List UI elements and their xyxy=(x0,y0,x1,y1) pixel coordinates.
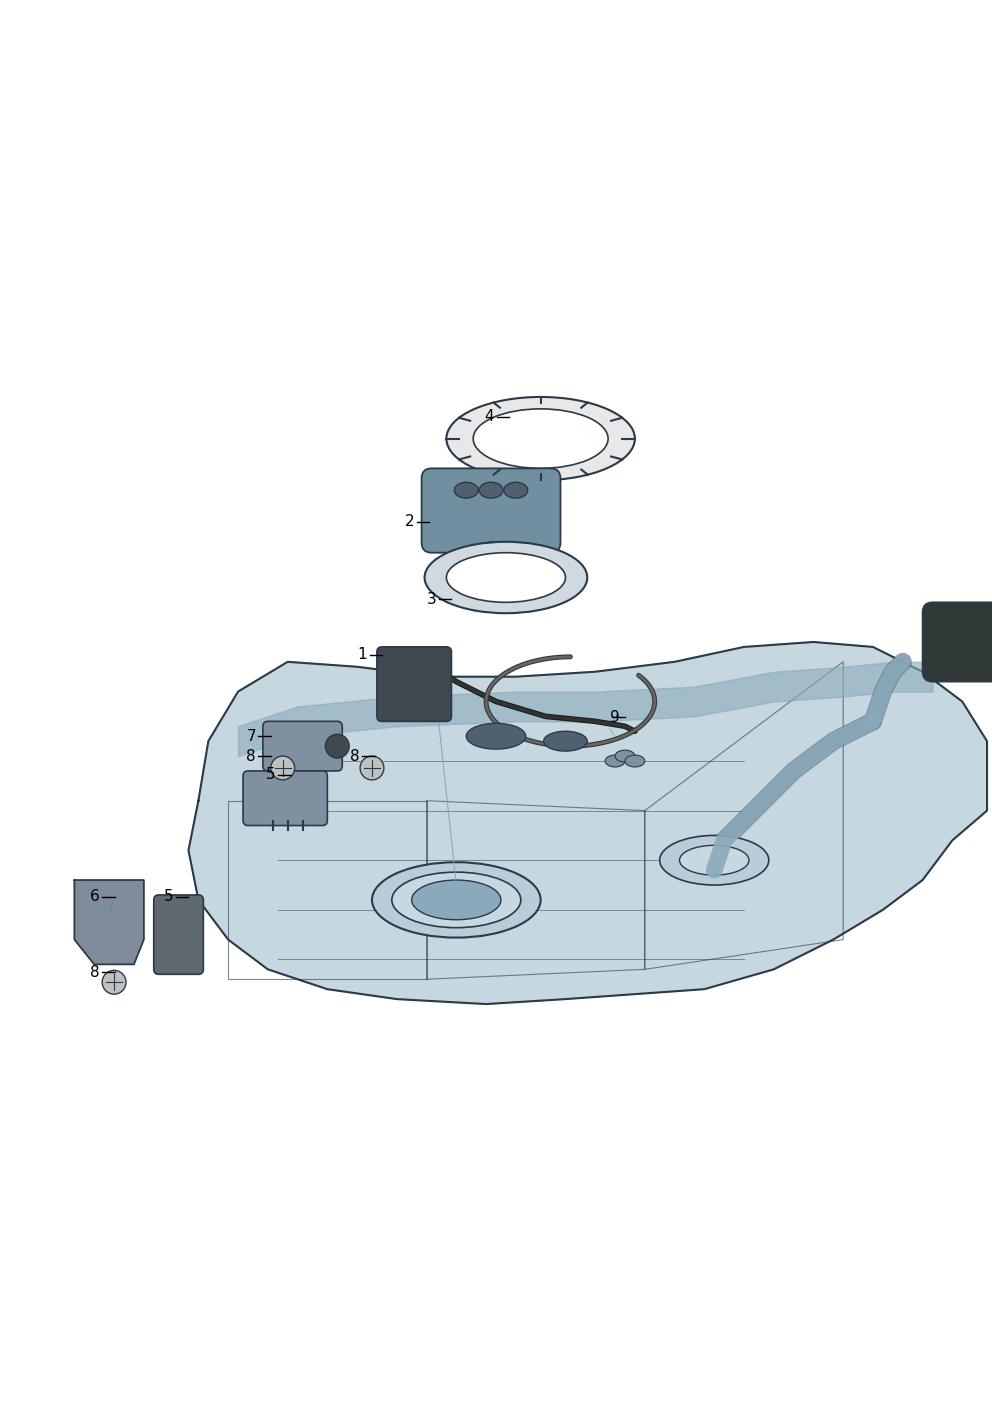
Text: 3: 3 xyxy=(427,592,436,607)
Ellipse shape xyxy=(544,731,587,751)
Text: 7: 7 xyxy=(246,728,256,744)
Ellipse shape xyxy=(102,971,126,995)
FancyBboxPatch shape xyxy=(154,895,203,974)
Ellipse shape xyxy=(680,846,749,875)
FancyBboxPatch shape xyxy=(377,647,451,721)
Ellipse shape xyxy=(446,553,565,602)
Ellipse shape xyxy=(660,835,769,885)
Ellipse shape xyxy=(473,408,608,469)
Text: 6: 6 xyxy=(89,890,99,905)
Ellipse shape xyxy=(412,880,501,920)
Ellipse shape xyxy=(615,751,635,762)
Ellipse shape xyxy=(372,863,541,937)
Polygon shape xyxy=(74,880,144,964)
Text: 5: 5 xyxy=(164,890,174,905)
Ellipse shape xyxy=(392,873,521,927)
Text: 8: 8 xyxy=(350,749,360,763)
Text: 1: 1 xyxy=(357,647,367,662)
FancyBboxPatch shape xyxy=(422,469,560,553)
Text: 4: 4 xyxy=(484,410,494,424)
Ellipse shape xyxy=(325,734,349,758)
Text: 8: 8 xyxy=(89,965,99,979)
Text: 5: 5 xyxy=(266,767,276,783)
Ellipse shape xyxy=(466,724,526,749)
Ellipse shape xyxy=(360,756,384,780)
Text: 2: 2 xyxy=(405,515,415,529)
Ellipse shape xyxy=(504,483,528,498)
Ellipse shape xyxy=(425,542,587,613)
Text: 8: 8 xyxy=(246,749,256,763)
Polygon shape xyxy=(188,643,987,1005)
Ellipse shape xyxy=(625,755,645,767)
FancyBboxPatch shape xyxy=(923,602,992,682)
FancyBboxPatch shape xyxy=(263,721,342,770)
Ellipse shape xyxy=(473,564,509,581)
Text: 9: 9 xyxy=(610,710,620,725)
Ellipse shape xyxy=(454,483,478,498)
Ellipse shape xyxy=(271,756,295,780)
FancyBboxPatch shape xyxy=(243,770,327,825)
Ellipse shape xyxy=(479,483,503,498)
Ellipse shape xyxy=(605,755,625,767)
Ellipse shape xyxy=(446,397,635,480)
